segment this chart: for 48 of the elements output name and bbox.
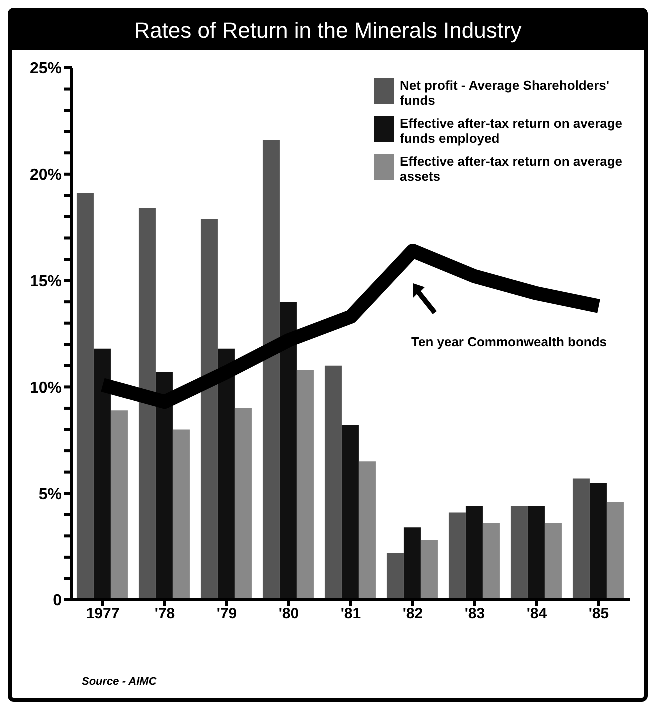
legend-label: Net profit - Average Shareholders' funds xyxy=(400,78,610,108)
y-tick-label: 5% xyxy=(38,486,62,504)
bar xyxy=(218,348,235,600)
x-tick-label: 1977 xyxy=(86,606,120,623)
bar xyxy=(544,523,562,600)
x-tick-label: '83 xyxy=(464,606,486,623)
bar xyxy=(510,506,528,600)
bar xyxy=(606,502,624,600)
bar xyxy=(420,540,438,600)
x-tick-label: '82 xyxy=(402,606,424,623)
legend-label: Effective after-tax return on average assets xyxy=(400,154,624,184)
bar xyxy=(404,528,421,600)
bar xyxy=(482,523,500,600)
bar xyxy=(572,478,590,600)
bar xyxy=(76,194,94,600)
x-tick-label: '84 xyxy=(526,606,548,623)
bar xyxy=(296,370,314,600)
bar xyxy=(94,348,111,600)
source-note: Source - AIMC xyxy=(82,676,157,688)
y-tick-label: 15% xyxy=(30,273,62,290)
bar xyxy=(358,462,376,600)
bar xyxy=(172,430,190,600)
x-tick-label: '80 xyxy=(278,606,300,623)
chart-title: Rates of Return in the Minerals Industry xyxy=(12,12,644,50)
text: Ten year Commonwealth bonds xyxy=(411,334,607,350)
legend-label: Effective after-tax return on average funds employed xyxy=(400,116,624,146)
x-tick-label: '85 xyxy=(588,606,610,623)
bar xyxy=(138,208,156,600)
bar xyxy=(386,553,404,600)
bar xyxy=(590,482,607,600)
x-tick-label: '78 xyxy=(154,606,176,623)
y-tick-label: 0 xyxy=(53,592,62,610)
bar xyxy=(466,506,483,600)
bar xyxy=(156,372,173,600)
bar xyxy=(200,219,218,600)
bar xyxy=(234,408,252,600)
y-tick-label: 20% xyxy=(30,167,62,184)
bar xyxy=(280,302,297,600)
bar xyxy=(110,410,128,600)
y-tick-label: 10% xyxy=(30,380,62,397)
bar xyxy=(262,140,280,600)
y-tick-label: 25% xyxy=(30,60,62,78)
bar xyxy=(342,426,359,600)
x-tick-label: '79 xyxy=(216,606,238,623)
bar xyxy=(528,506,545,600)
bar xyxy=(448,512,466,600)
bar xyxy=(324,366,342,600)
x-tick-label: '81 xyxy=(340,606,362,623)
